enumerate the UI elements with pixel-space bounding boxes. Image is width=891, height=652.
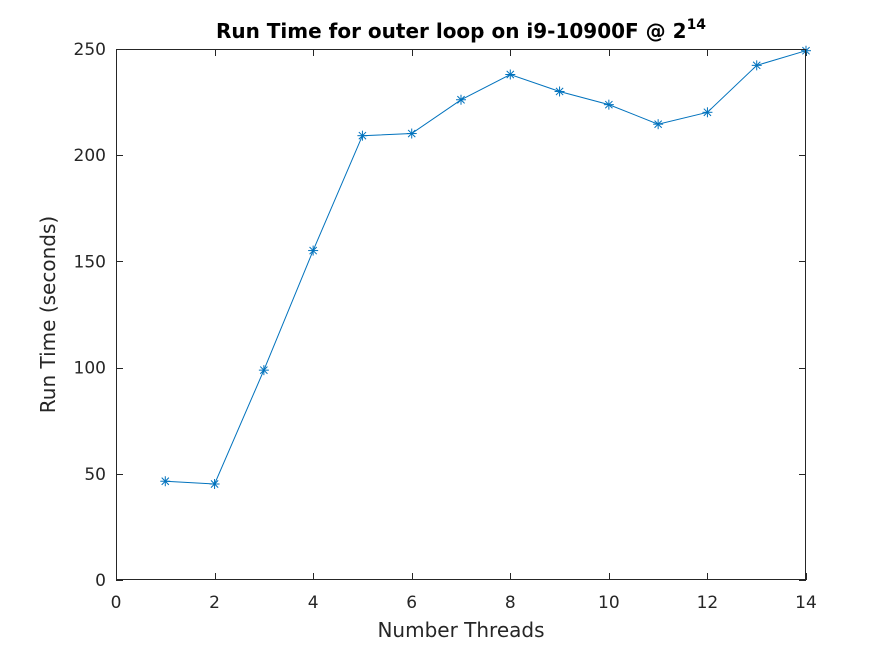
series-line <box>165 50 807 485</box>
chart-title-superscript: 14 <box>687 17 707 33</box>
axis-ticks <box>116 49 807 581</box>
x-axis-label: Number Threads <box>377 618 544 642</box>
data-point-marker <box>554 86 565 97</box>
axes-box <box>116 49 806 580</box>
x-tick-label: 6 <box>406 593 417 613</box>
data-point-marker <box>258 365 269 376</box>
plot-area <box>116 49 806 580</box>
x-tick-label: 2 <box>209 593 220 613</box>
data-point-marker <box>702 107 713 118</box>
y-axis-label: Run Time (seconds) <box>36 216 60 413</box>
data-series <box>160 45 811 489</box>
x-tick-label: 10 <box>598 593 620 613</box>
data-point-marker <box>751 60 762 71</box>
x-tick-label: 14 <box>795 593 817 613</box>
y-tick-label: 150 <box>74 252 106 272</box>
x-tick-label: 4 <box>308 593 319 613</box>
data-point-marker <box>209 478 220 489</box>
data-point-marker <box>308 245 319 256</box>
data-point-marker <box>603 99 614 110</box>
data-point-marker <box>160 476 171 487</box>
y-tick-label: 50 <box>84 465 106 485</box>
data-point-marker <box>456 94 466 105</box>
data-point-marker <box>653 119 664 130</box>
data-point-marker <box>505 69 516 80</box>
x-tick-label: 8 <box>505 593 516 613</box>
data-point-marker <box>357 130 368 141</box>
y-tick-label: 200 <box>74 146 106 166</box>
x-tick-label: 0 <box>111 593 122 613</box>
y-tick-label: 250 <box>74 40 106 60</box>
x-tick-label: 12 <box>697 593 719 613</box>
chart-title-main: Run Time for outer loop on i9-10900F @ 2 <box>216 19 687 43</box>
tick-labels: 0 2 4 6 8 10 12 14 0 50 100 150 200 250 <box>74 40 817 613</box>
y-tick-label: 100 <box>74 359 106 379</box>
chart-title: Run Time for outer loop on i9-10900F @ 2… <box>216 17 706 43</box>
y-tick-label: 0 <box>95 571 106 591</box>
data-point-marker <box>406 128 417 139</box>
